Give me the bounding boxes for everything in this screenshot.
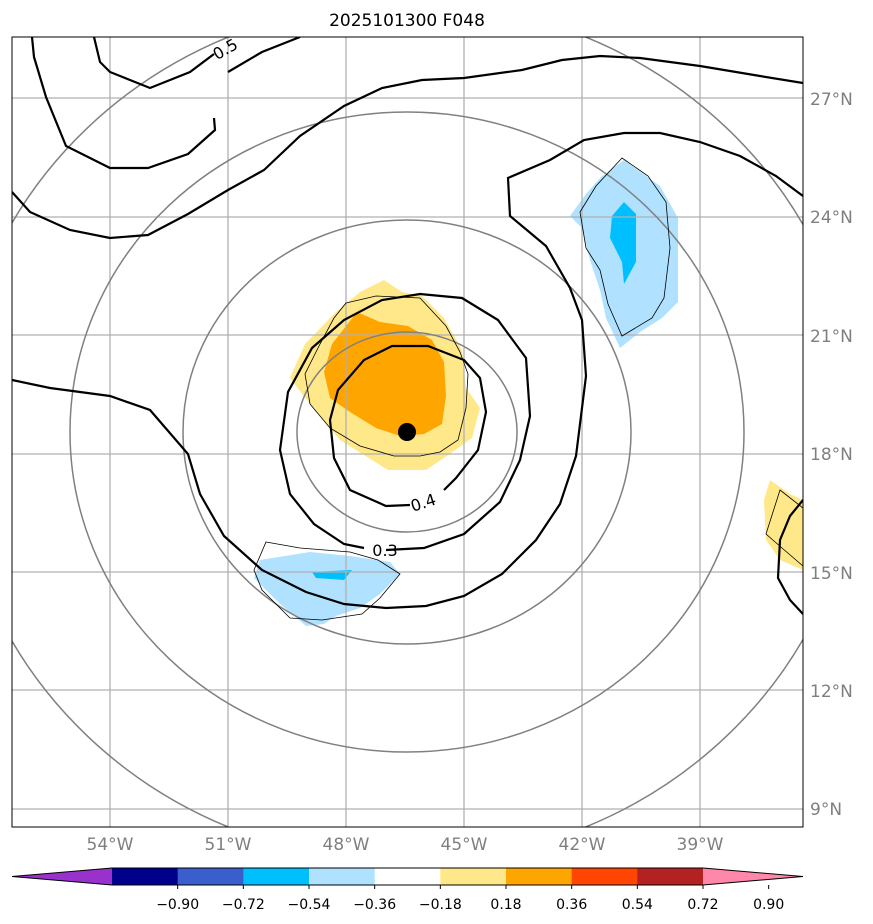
lon-label-48w: 48°W [323,835,370,855]
contour-0.3-north-branch [227,37,301,73]
lat-label-12n: 12°N [810,682,853,702]
colorbar-outline [11,867,804,886]
range-ring-2 [182,219,632,645]
colorbar: −0.90 −0.72 −0.54 −0.36 −0.18 0.18 0.36 0.54 0.7… [11,867,804,913]
longitude-labels: 54°W 51°W 48°W 45°W 42°W 39°W [87,835,724,855]
lon-label-42w: 42°W [559,835,606,855]
colorbar-tick-label: −0.72 [222,897,265,913]
lat-label-27n: 27°N [810,90,853,110]
contour-0.5-upper-left [30,37,217,170]
colorbar-tick-label: −0.36 [353,897,396,913]
colorbar-tick-label: 0.54 [622,897,653,913]
colorbar-tick-label: −0.18 [419,897,462,913]
contour-0.5-inner [328,344,488,508]
lat-label-21n: 21°N [810,327,853,347]
range-ring-1 [296,331,518,533]
storm-center-marker [398,423,416,441]
lat-label-18n: 18°N [810,445,853,465]
colorbar-segment [177,868,244,885]
lon-label-54w: 54°W [87,835,134,855]
lat-label-24n: 24°N [810,208,853,228]
contour-0.4-ring [278,292,532,552]
colorbar-tick-label: 0.72 [687,897,718,913]
colorbar-tick-label: −0.90 [156,897,199,913]
contour-label-0.3: 0.3 [372,541,397,560]
colorbar-segment [112,868,179,885]
lat-label-15n: 15°N [810,564,853,584]
thick-contours [12,37,803,615]
lat-label-9n: 9°N [810,800,842,820]
colorbar-extend-low [12,868,112,885]
colorbar-segment [440,868,507,885]
positive-shade-orange-center [324,312,446,436]
contour-0.3-outer [12,131,803,610]
latitude-labels: 27°N 24°N 21°N 18°N 15°N 12°N 9°N [810,90,853,820]
contour-0.3-east [776,499,803,615]
plot-title: 2025101300 F048 [329,11,485,31]
colorbar-segment [243,868,310,885]
colorbar-extend-high [703,868,803,885]
colorbar-tick-label: 0.90 [753,897,784,913]
lon-label-39w: 39°W [677,835,724,855]
colorbar-segment [374,868,441,885]
map-frame [11,36,804,828]
map-panel: 0.5 0.4 0.3 27°N 24°N 21°N 18°N 15°N 12°… [11,36,853,855]
range-rings [12,37,803,827]
lon-label-45w: 45°W [441,835,488,855]
lon-label-51w: 51°W [205,835,252,855]
colorbar-tick-label: 0.36 [556,897,587,913]
contour-0.3-north [12,54,803,240]
negative-shade-mid-northeast [610,202,636,284]
contour-0.5-top [92,37,215,90]
negative-shade-light-south [254,552,400,626]
colorbar-segment [571,868,638,885]
thin-contour-northeast [579,157,671,337]
colorbar-segment [506,868,573,885]
range-ring-3 [69,111,745,753]
colorbar-segment [309,868,376,885]
positive-shade-light-east [764,480,803,570]
colorbar-segment [637,868,704,885]
colorbar-tick-label: −0.54 [288,897,331,913]
thin-contour-center [304,295,469,457]
colorbar-tick-label: 0.18 [490,897,521,913]
